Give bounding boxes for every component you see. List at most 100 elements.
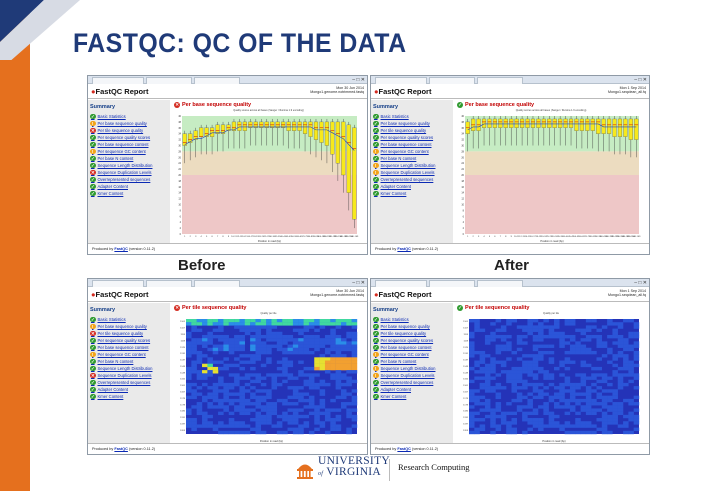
summary-module-link[interactable]: ✓ Kmer Content xyxy=(373,393,407,400)
browser-tab[interactable] xyxy=(146,77,192,84)
summary-module-link[interactable]: ✓ Adapter Content xyxy=(373,183,411,190)
summary-module-link[interactable]: ✓ Per base sequence content xyxy=(373,344,432,351)
browser-tab[interactable] xyxy=(194,280,240,287)
fastqc-link[interactable]: FastQC xyxy=(397,247,411,251)
browser-tab[interactable] xyxy=(92,280,144,287)
heatmap-cell xyxy=(538,405,544,409)
summary-module-link[interactable]: ✓ Per base N content xyxy=(373,155,417,162)
summary-module-link[interactable]: ! Per sequence GC content xyxy=(373,351,451,358)
summary-module-link[interactable]: ✓ Overrepresented sequences xyxy=(90,176,151,183)
summary-module-link[interactable]: ✓ Per base N content xyxy=(90,155,134,162)
summary-module-link[interactable]: ✓ Adapter Content xyxy=(90,386,128,393)
heatmap-cell xyxy=(271,373,278,377)
summary-module-link[interactable]: ✕ Per tile sequence quality xyxy=(90,127,144,134)
box-mark xyxy=(210,127,215,137)
summary-module-link[interactable]: ✓ Basic Statistics xyxy=(90,316,126,323)
summary-module-link[interactable]: ✓ Per base sequence content xyxy=(373,141,432,148)
heatmap-cell xyxy=(191,395,197,400)
heatmap-cell xyxy=(191,347,197,352)
heatmap-cell xyxy=(196,341,203,345)
summary-module-link[interactable]: ✓ Per sequence quality scores xyxy=(90,337,151,344)
summary-module-link[interactable]: ✓ Per sequence quality scores xyxy=(90,134,151,141)
report-header: ●FastQC Report Mon 1 Sep 2014 Mongo1.seqc… xyxy=(371,84,649,99)
browser-tab[interactable] xyxy=(375,280,427,287)
summary-module-link[interactable]: ✓ Overrepresented sequences xyxy=(373,176,434,183)
fastqc-link[interactable]: FastQC xyxy=(114,247,128,251)
summary-module-link[interactable]: ✓ Per base sequence quality xyxy=(373,323,430,330)
heatmap-cell xyxy=(282,338,288,342)
summary-module-link[interactable]: ✓ Kmer Content xyxy=(90,190,124,197)
heatmap-cell xyxy=(234,341,240,345)
summary-module-link[interactable]: ✓ Per base sequence content xyxy=(90,344,149,351)
summary-module-link[interactable]: ✓ Adapter Content xyxy=(373,386,411,393)
summary-module-link[interactable]: ✓ Per sequence quality scores xyxy=(373,337,434,344)
summary-module-link[interactable]: ✕ Sequence Duplication Levels xyxy=(90,372,152,379)
heatmap-cell xyxy=(469,421,475,425)
summary-module-link[interactable]: ✓ Adapter Content xyxy=(90,183,128,190)
summary-module-link[interactable]: ✓ Sequence Length Distribution xyxy=(90,162,153,169)
summary-module-link[interactable]: ✓ Sequence Length Distribution xyxy=(90,365,153,372)
heatmap-cell xyxy=(255,402,262,406)
summary-module-link[interactable]: ✓ Per tile sequence quality xyxy=(373,127,427,134)
summary-module-link[interactable]: ✓ Basic Statistics xyxy=(373,316,409,323)
heatmap-cell xyxy=(186,373,192,377)
heatmap-cell xyxy=(191,366,197,371)
window-controls-icon[interactable]: – □ ✕ xyxy=(352,77,365,83)
summary-module-link[interactable]: ✓ Basic Statistics xyxy=(90,113,126,120)
browser-tab[interactable] xyxy=(429,280,475,287)
summary-module-link[interactable]: ✓ Per base sequence quality xyxy=(373,120,430,127)
heatmap-cell xyxy=(548,373,555,377)
summary-module-link[interactable]: ! Per sequence GC content xyxy=(90,351,168,358)
heatmap-cell xyxy=(612,370,618,374)
heatmap-cell xyxy=(260,382,267,387)
window-controls-icon[interactable]: – □ ✕ xyxy=(352,280,365,286)
browser-tab[interactable] xyxy=(92,77,144,84)
heatmap-cell xyxy=(633,386,640,390)
window-controls-icon[interactable]: – □ ✕ xyxy=(634,77,647,83)
browser-tab[interactable] xyxy=(429,77,475,84)
summary-module-link[interactable]: ✓ Basic Statistics xyxy=(373,113,409,120)
summary-module-link[interactable]: ✕ Sequence Duplication Levels xyxy=(90,169,152,176)
summary-module-link[interactable]: ! Sequence Duplication Levels xyxy=(373,372,451,379)
summary-module-link[interactable]: ✕ Per tile sequence quality xyxy=(90,330,144,337)
heatmap-cell xyxy=(298,347,304,352)
heatmap-cell xyxy=(191,322,197,326)
summary-module-link[interactable]: ! Sequence Duplication Levels xyxy=(373,169,451,176)
summary-sidebar: Summary ✓ Basic Statistics! Per base sequen… xyxy=(88,303,170,443)
heatmap-cell xyxy=(538,424,544,428)
heatmap-cell xyxy=(564,376,571,380)
heatmap-cell xyxy=(548,395,555,400)
browser-tab[interactable] xyxy=(146,280,192,287)
heatmap-cell xyxy=(575,424,581,428)
x-tick-label: 25-29 xyxy=(546,236,552,238)
summary-module-link[interactable]: ✓ Kmer Content xyxy=(373,190,407,197)
heatmap-cell xyxy=(633,427,640,432)
y-tick-label: 18 xyxy=(461,180,464,183)
summary-module-link[interactable]: ✓ Per tile sequence quality xyxy=(373,330,427,337)
summary-module-link[interactable]: ! Per base sequence quality xyxy=(90,323,168,330)
summary-module-link[interactable]: ✓ Kmer Content xyxy=(90,393,124,400)
summary-module-link[interactable]: ✓ Per base N content xyxy=(373,358,417,365)
summary-module-link[interactable]: ! Sequence Length Distribution xyxy=(373,365,451,372)
heatmap-cell xyxy=(250,344,256,348)
fastqc-link[interactable]: FastQC xyxy=(397,447,411,451)
heatmap-cell xyxy=(506,334,512,339)
heatmap-cell xyxy=(516,395,523,400)
heatmap-cell xyxy=(511,366,518,371)
summary-module-link[interactable]: ✓ Per base sequence content xyxy=(90,141,149,148)
summary-module-link[interactable]: ✓ Overrepresented sequences xyxy=(90,379,151,386)
summary-module-link[interactable]: ! Per base sequence quality xyxy=(90,120,168,127)
browser-tab[interactable] xyxy=(375,77,427,84)
summary-module-link[interactable]: ✓ Overrepresented sequences xyxy=(373,379,434,386)
y-tick-label: 24 xyxy=(178,162,181,165)
summary-module-link[interactable]: ! Per sequence GC content xyxy=(373,148,451,155)
summary-module-link[interactable]: ! Sequence Length Distribution xyxy=(373,162,451,169)
fastqc-link[interactable]: FastQC xyxy=(114,447,128,451)
browser-tab[interactable] xyxy=(194,77,240,84)
window-controls-icon[interactable]: – □ ✕ xyxy=(634,280,647,286)
summary-module-link[interactable]: ! Per sequence GC content xyxy=(90,148,168,155)
browser-tab[interactable] xyxy=(477,77,523,84)
summary-module-link[interactable]: ✓ Per base N content xyxy=(90,358,134,365)
browser-tab[interactable] xyxy=(477,280,523,287)
summary-module-link[interactable]: ✓ Per sequence quality scores xyxy=(373,134,434,141)
